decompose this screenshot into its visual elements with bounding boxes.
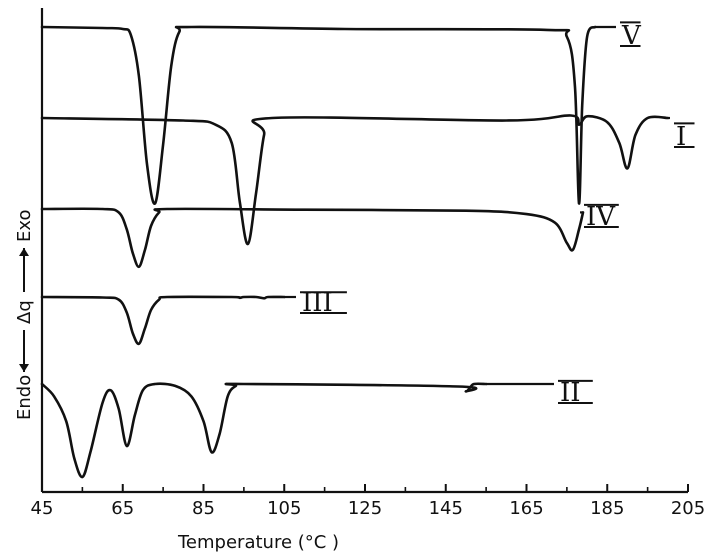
curve-iv <box>40 207 585 269</box>
x-tick-label: 145 <box>429 498 463 519</box>
y-axis-title: Endo Δq Exo <box>14 210 35 420</box>
curves <box>40 25 670 479</box>
x-tick-label: 105 <box>267 498 301 519</box>
curve-iii <box>40 295 286 346</box>
y-label-delta: Δq <box>14 300 35 324</box>
curve-ii <box>40 382 488 479</box>
y-arrowhead-exo <box>19 248 29 256</box>
x-ticks: 45 65 85 105 125 145 165 185 205 <box>31 484 705 519</box>
y-label-exo: Exo <box>14 210 35 242</box>
x-tick-label: 65 <box>111 498 134 519</box>
x-tick-label: 205 <box>671 498 705 519</box>
curve-i <box>40 114 670 246</box>
x-tick-label: 165 <box>509 498 543 519</box>
y-label-endo: Endo <box>14 375 35 420</box>
x-tick-label: 125 <box>348 498 382 519</box>
y-arrowhead-endo <box>19 364 29 372</box>
series-label-v: V <box>621 21 642 51</box>
curve-v <box>40 25 597 205</box>
x-axis-title: Temperature (°C ) <box>177 532 339 553</box>
x-tick-label: 45 <box>31 498 54 519</box>
series-label-i: I <box>676 122 686 152</box>
x-tick-label: 185 <box>590 498 624 519</box>
series-label-ii: II <box>560 378 581 408</box>
x-tick-label: 85 <box>192 498 215 519</box>
